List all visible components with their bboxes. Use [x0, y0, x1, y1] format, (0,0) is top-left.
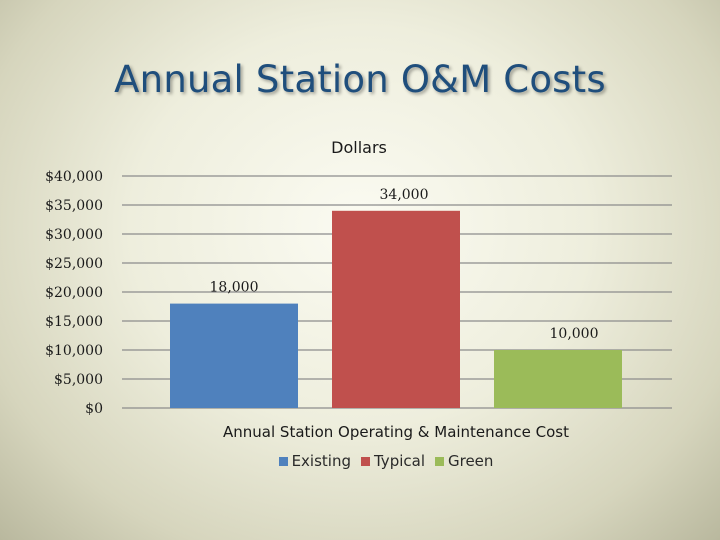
legend-item-typical: Typical — [360, 452, 425, 470]
slide-title: Annual Station O&M Costs — [114, 58, 606, 101]
bar-green — [494, 350, 622, 408]
y-tick-label: $35,000 — [45, 198, 103, 214]
chart-legend: Existing Typical Green — [0, 452, 720, 470]
y-tick-label: $40,000 — [45, 169, 103, 185]
y-tick-label: $0 — [85, 401, 103, 417]
legend-label-green: Green — [447, 452, 494, 470]
data-label-existing: 18,000 — [210, 280, 259, 296]
data-label-green: 10,000 — [550, 326, 599, 342]
legend-swatch-typical — [360, 456, 370, 466]
data-label-typical: 34,000 — [380, 187, 429, 203]
legend-item-green: Green — [434, 452, 494, 470]
bar-existing — [170, 303, 298, 408]
legend-swatch-green — [434, 456, 444, 466]
legend-swatch-existing — [278, 456, 288, 466]
y-tick-label: $30,000 — [45, 227, 103, 243]
y-tick-label: $15,000 — [45, 314, 103, 330]
legend-label-existing: Existing — [291, 452, 351, 470]
bar-typical — [332, 210, 460, 408]
legend-label-typical: Typical — [373, 452, 425, 470]
y-tick-label: $5,000 — [54, 372, 103, 388]
x-axis-category-label: Annual Station Operating & Maintenance C… — [223, 423, 569, 441]
y-tick-label: $25,000 — [45, 256, 103, 272]
y-tick-label: $10,000 — [45, 343, 103, 359]
y-tick-label: $20,000 — [45, 285, 103, 301]
legend-item-existing: Existing — [278, 452, 351, 470]
chart-title: Dollars — [331, 138, 387, 157]
